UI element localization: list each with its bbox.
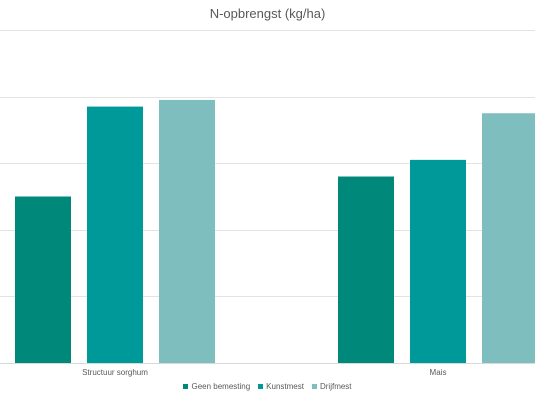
bar-kunstmest-mais xyxy=(410,159,466,363)
legend-label: Geen bemesting xyxy=(191,382,251,391)
bar-geen-bemesting-mais xyxy=(338,176,394,363)
legend-item: Kunstmest xyxy=(258,382,304,391)
chart-legend: Geen bemesting Kunstmest Drijfmest xyxy=(0,382,535,391)
bar-drijfmest-mais xyxy=(482,113,535,363)
bar-geen-bemesting-structuur-sorghum xyxy=(15,196,71,363)
chart-title: N-opbrengst (kg/ha) xyxy=(209,6,326,21)
legend-swatch xyxy=(183,384,189,389)
legend-label: Kunstmest xyxy=(266,382,304,391)
legend-label: Drijfmest xyxy=(319,382,352,391)
category-label: Structuur sorghum xyxy=(82,368,148,377)
legend-swatch xyxy=(258,384,264,389)
axis-layer: Structuur sorghum Mais xyxy=(82,368,446,377)
bar-layer xyxy=(15,99,535,364)
legend-swatch xyxy=(311,384,317,389)
bar-drijfmest-structuur-sorghum xyxy=(159,99,215,364)
legend-item: Geen bemesting xyxy=(183,382,250,391)
legend-item: Drijfmest xyxy=(311,382,352,391)
bar-kunstmest-structuur-sorghum xyxy=(87,106,143,363)
category-label: Mais xyxy=(430,368,447,377)
